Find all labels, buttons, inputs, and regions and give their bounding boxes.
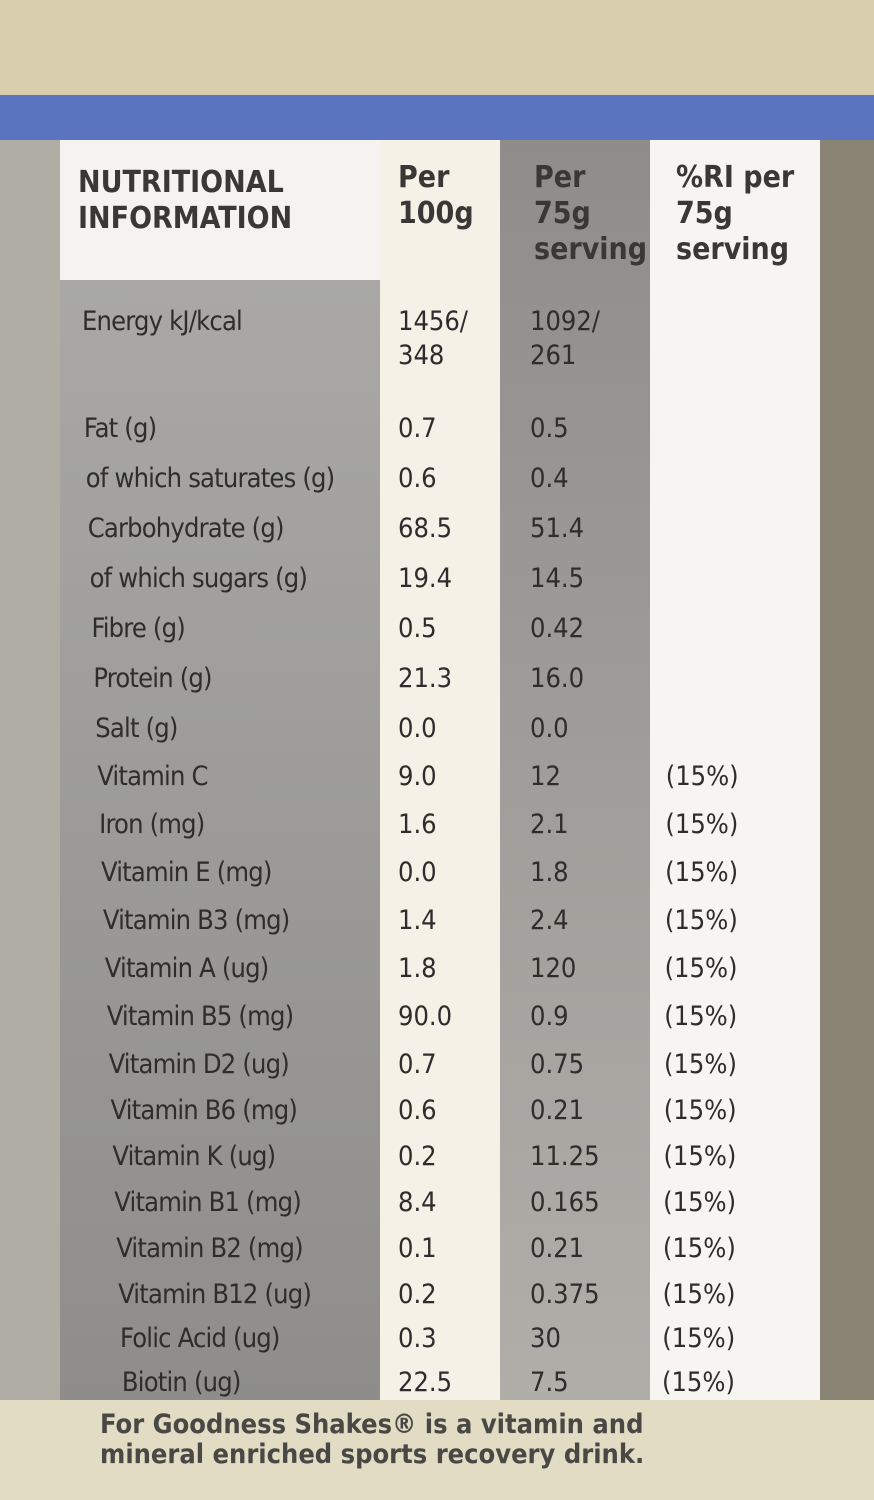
footer-area <box>0 1400 874 1500</box>
cell-ri: (15%) <box>665 857 739 888</box>
cell-per75g: 0.375 <box>530 1279 600 1310</box>
cell-per100g: 1.6 <box>398 809 437 840</box>
cell-ri: (15%) <box>664 1001 738 1032</box>
cell-nutrient: Vitamin B1 (mg) <box>114 1187 301 1218</box>
right-edge <box>820 140 874 1400</box>
cell-ri: (15%) <box>663 1141 737 1172</box>
cell-nutrient: Protein (g) <box>93 663 212 694</box>
cell-nutrient: Fibre (g) <box>91 613 186 644</box>
cell-per100g: 0.6 <box>398 463 437 494</box>
cell-per75g: 0.42 <box>530 613 585 644</box>
cell-per100g: 0.6 <box>398 1095 437 1126</box>
header-ri: %RI per 75g serving <box>676 160 795 267</box>
header-per100: Per 100g <box>398 160 474 231</box>
cell-per75g: 0.0 <box>530 713 569 744</box>
footer-line: mineral enriched sports recovery drink. <box>100 1439 645 1470</box>
cell-per75g: 0.165 <box>530 1187 600 1218</box>
left-edge <box>0 140 60 1400</box>
cell-per75g: 1092/ 261 <box>530 306 600 371</box>
cell-per75g: 120 <box>530 953 577 984</box>
cell-ri: (15%) <box>662 1323 736 1354</box>
cell-per75g: 51.4 <box>530 513 585 544</box>
cell-nutrient: Carbohydrate (g) <box>87 513 285 544</box>
cell-nutrient: Vitamin D2 (ug) <box>108 1049 290 1080</box>
cell-per100g: 22.5 <box>398 1367 453 1398</box>
cell-ri: (15%) <box>664 905 738 936</box>
cell-nutrient: Energy kJ/kcal <box>82 306 243 337</box>
cell-per75g: 0.4 <box>530 463 569 494</box>
cell-ri: (15%) <box>662 1233 736 1264</box>
header-cell <box>60 140 380 280</box>
cell-per100g: 0.0 <box>398 857 437 888</box>
cell-nutrient: Vitamin B12 (ug) <box>118 1279 312 1310</box>
cell-ri: (15%) <box>663 1095 737 1126</box>
cell-nutrient: Vitamin B5 (mg) <box>106 1001 294 1032</box>
header-per75: Per 75g serving <box>534 160 648 267</box>
cell-per75g: 16.0 <box>530 663 585 694</box>
footer-line: For Goodness Shakes® is a vitamin and <box>100 1409 644 1440</box>
cell-per100g: 21.3 <box>398 663 453 694</box>
cell-per75g: 0.75 <box>530 1049 585 1080</box>
cell-per75g: 7.5 <box>530 1367 569 1398</box>
per100-column <box>380 140 500 1400</box>
cell-nutrient: Fat (g) <box>83 413 157 444</box>
cell-per75g: 12 <box>530 761 561 792</box>
cell-ri: (15%) <box>664 953 738 984</box>
header-nutrient: NUTRITIONAL INFORMATION <box>78 165 293 236</box>
cell-nutrient: of which sugars (g) <box>89 563 308 594</box>
cell-per100g: 0.2 <box>398 1279 437 1310</box>
cell-per75g: 14.5 <box>530 563 585 594</box>
cell-per100g: 0.1 <box>398 1233 437 1264</box>
cell-per100g: 90.0 <box>398 1001 453 1032</box>
cell-nutrient: Salt (g) <box>95 713 178 744</box>
cell-nutrient: Iron (mg) <box>99 809 205 840</box>
cell-nutrient: of which saturates (g) <box>85 463 335 494</box>
cell-per100g: 0.7 <box>398 413 437 444</box>
cell-per100g: 0.3 <box>398 1323 437 1354</box>
cell-per100g: 1456/ 348 <box>398 306 468 371</box>
cell-nutrient: Vitamin E (mg) <box>101 857 272 888</box>
cell-per100g: 8.4 <box>398 1187 437 1218</box>
cell-nutrient: Biotin (ug) <box>121 1367 241 1398</box>
cell-per100g: 0.2 <box>398 1141 437 1172</box>
cell-per100g: 1.4 <box>398 905 437 936</box>
cell-per75g: 2.1 <box>530 809 569 840</box>
cell-nutrient: Vitamin A (ug) <box>104 953 269 984</box>
cell-ri: (15%) <box>665 761 739 792</box>
cell-nutrient: Folic Acid (ug) <box>120 1323 280 1354</box>
cell-ri: (15%) <box>662 1279 736 1310</box>
cell-per75g: 0.21 <box>530 1095 585 1126</box>
ri-column <box>650 140 820 1400</box>
cell-per75g: 0.9 <box>530 1001 569 1032</box>
cell-nutrient: Vitamin K (ug) <box>112 1141 276 1172</box>
cell-per100g: 9.0 <box>398 761 437 792</box>
cell-per75g: 0.21 <box>530 1233 585 1264</box>
blue-band <box>0 95 874 145</box>
cell-per100g: 68.5 <box>398 513 453 544</box>
label-column <box>60 280 380 1400</box>
cell-per75g: 11.25 <box>530 1141 600 1172</box>
cell-per75g: 2.4 <box>530 905 569 936</box>
cell-per75g: 0.5 <box>530 413 569 444</box>
cell-per75g: 1.8 <box>530 857 569 888</box>
cell-per100g: 1.8 <box>398 953 437 984</box>
cell-per75g: 30 <box>530 1323 561 1354</box>
cell-nutrient: Vitamin C <box>97 761 208 792</box>
cell-ri: (15%) <box>662 1367 735 1398</box>
cell-per100g: 0.7 <box>398 1049 437 1080</box>
cell-ri: (15%) <box>663 1187 737 1218</box>
cell-per100g: 19.4 <box>398 563 453 594</box>
cell-nutrient: Vitamin B6 (mg) <box>110 1095 298 1126</box>
cell-nutrient: Vitamin B3 (mg) <box>102 905 290 936</box>
cell-ri: (15%) <box>665 809 739 840</box>
cell-per100g: 0.0 <box>398 713 437 744</box>
per75-column <box>500 140 650 1400</box>
cell-per100g: 0.5 <box>398 613 437 644</box>
cell-nutrient: Vitamin B2 (mg) <box>116 1233 303 1264</box>
cell-ri: (15%) <box>664 1049 737 1080</box>
